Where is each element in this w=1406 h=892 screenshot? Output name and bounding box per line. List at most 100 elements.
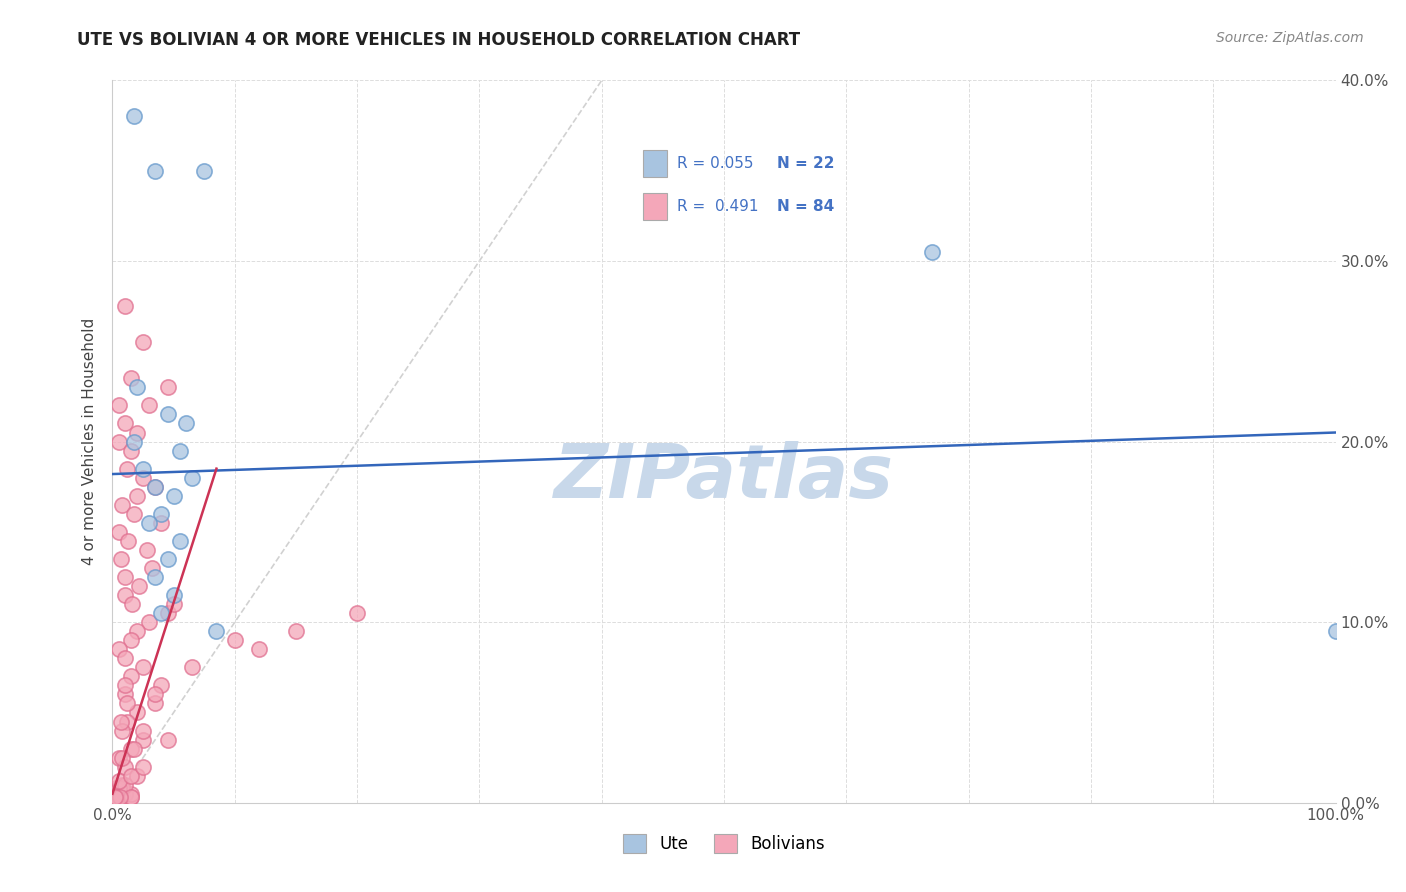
Text: UTE VS BOLIVIAN 4 OR MORE VEHICLES IN HOUSEHOLD CORRELATION CHART: UTE VS BOLIVIAN 4 OR MORE VEHICLES IN HO… [77, 31, 800, 49]
Point [120, 669, 142, 683]
Point [205, 624, 228, 639]
Point [125, 380, 148, 394]
Point [174, 417, 197, 431]
Point [125, 624, 148, 639]
Point [111, 750, 134, 764]
Point [107, 398, 129, 412]
Point [124, 109, 146, 123]
Point [138, 398, 160, 412]
Point [132, 461, 155, 475]
Point [115, 714, 138, 729]
Point [111, 790, 134, 805]
Point [169, 443, 191, 458]
Point [150, 678, 173, 692]
Point [107, 790, 129, 805]
Point [107, 781, 129, 796]
Point [114, 570, 136, 584]
Point [107, 787, 129, 801]
Point [111, 778, 134, 792]
Point [108, 790, 131, 805]
Point [105, 781, 128, 796]
Point [163, 597, 186, 611]
Point [181, 471, 204, 485]
Point [110, 790, 132, 805]
Point [114, 678, 136, 692]
Point [150, 516, 173, 530]
FancyBboxPatch shape [643, 194, 666, 220]
Point [1324, 624, 1347, 639]
Point [132, 760, 155, 774]
Point [115, 461, 138, 475]
Point [120, 769, 142, 783]
Point [107, 434, 129, 449]
Point [110, 552, 132, 566]
Legend: Ute, Bolivians: Ute, Bolivians [616, 827, 832, 860]
Text: R =  0.491: R = 0.491 [676, 199, 758, 214]
Point [156, 380, 179, 394]
Point [132, 660, 155, 674]
Point [120, 443, 142, 458]
Point [156, 732, 179, 747]
Point [107, 524, 129, 539]
Point [169, 533, 191, 548]
Point [143, 570, 166, 584]
Point [132, 471, 155, 485]
Point [163, 489, 186, 503]
Point [128, 579, 150, 593]
Point [141, 561, 163, 575]
Point [107, 750, 129, 764]
Point [111, 781, 134, 796]
Point [117, 533, 139, 548]
Point [114, 417, 136, 431]
Point [125, 706, 148, 720]
Point [132, 335, 155, 350]
Point [120, 790, 142, 805]
Point [105, 787, 128, 801]
Point [114, 687, 136, 701]
Point [150, 606, 173, 620]
Point [105, 790, 128, 805]
Point [138, 615, 160, 630]
Point [193, 163, 215, 178]
Point [114, 299, 136, 313]
Point [115, 697, 138, 711]
Point [114, 651, 136, 665]
Point [124, 434, 146, 449]
FancyBboxPatch shape [643, 151, 666, 178]
Point [114, 778, 136, 792]
Point [143, 163, 166, 178]
Point [125, 489, 148, 503]
Point [120, 787, 142, 801]
Point [125, 425, 148, 440]
Point [150, 507, 173, 521]
Point [156, 552, 179, 566]
Point [120, 741, 142, 756]
Point [107, 774, 129, 789]
Point [107, 787, 129, 801]
Point [124, 507, 146, 521]
Point [111, 498, 134, 512]
Text: ZIPatlas: ZIPatlas [554, 442, 894, 514]
Point [105, 790, 128, 805]
Point [120, 371, 142, 385]
Point [921, 244, 943, 259]
Point [224, 633, 246, 648]
Point [124, 741, 146, 756]
Point [120, 790, 142, 805]
Point [163, 588, 186, 602]
Y-axis label: 4 or more Vehicles in Household: 4 or more Vehicles in Household [82, 318, 97, 566]
Point [114, 760, 136, 774]
Point [107, 642, 129, 657]
Point [105, 790, 128, 805]
Point [346, 606, 368, 620]
Point [114, 588, 136, 602]
Point [138, 516, 160, 530]
Point [104, 790, 127, 805]
Text: R = 0.055: R = 0.055 [676, 156, 754, 171]
Text: Source: ZipAtlas.com: Source: ZipAtlas.com [1216, 31, 1364, 45]
Text: N = 84: N = 84 [778, 199, 835, 214]
Point [111, 723, 134, 738]
Point [143, 480, 166, 494]
Point [247, 642, 270, 657]
Point [284, 624, 308, 639]
